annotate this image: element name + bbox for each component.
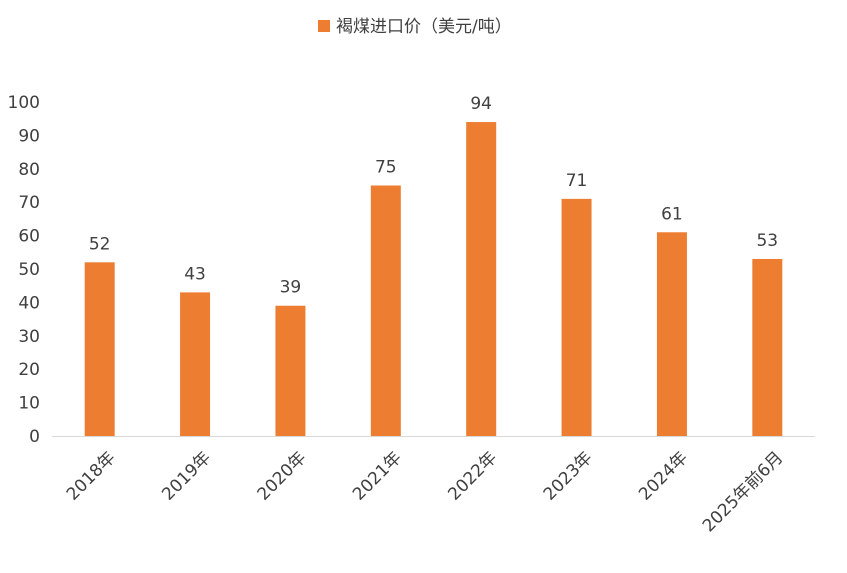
data-label: 39: [280, 278, 302, 298]
data-label: 75: [375, 158, 397, 178]
y-tick-label: 60: [18, 227, 40, 247]
x-tick-label: 2020年: [254, 448, 311, 505]
bar: [752, 258, 783, 436]
bar: [466, 122, 497, 436]
bar: [275, 305, 306, 436]
data-label: 43: [184, 264, 206, 284]
bar: [561, 198, 592, 436]
bar: [180, 292, 211, 436]
data-labels: 52 43 39 75 94 71 61 53: [89, 94, 778, 298]
y-tick-label: 50: [18, 260, 40, 280]
y-axis: 0 10 20 30 40 50 60 70 80 90 100: [8, 93, 40, 447]
y-tick-label: 30: [18, 327, 40, 347]
legend: 褐煤进口价（美元/吨）: [318, 17, 512, 37]
y-tick-label: 20: [18, 360, 40, 380]
x-axis: 2018年 2019年 2020年 2021年 2022年 2023年 2024年 2025年…: [63, 448, 787, 536]
bar: [84, 262, 115, 436]
y-tick-label: 40: [18, 293, 40, 313]
bar: [656, 232, 687, 436]
y-tick-label: 90: [18, 126, 40, 146]
x-tick-label: 2021年: [349, 448, 406, 505]
x-tick-label: 2025年前6月: [699, 448, 787, 536]
data-label: 94: [470, 94, 492, 114]
data-label: 53: [756, 231, 778, 251]
y-tick-label: 80: [18, 160, 40, 180]
bars: [84, 122, 783, 436]
legend-label: 褐煤进口价（美元/吨）: [336, 17, 512, 37]
x-tick-label: 2018年: [63, 448, 120, 505]
y-tick-label: 70: [18, 193, 40, 213]
x-tick-label: 2024年: [635, 448, 692, 505]
y-tick-label: 0: [29, 427, 40, 447]
x-tick-label: 2019年: [158, 448, 215, 505]
x-tick-label: 2023年: [540, 448, 597, 505]
y-tick-label: 100: [8, 93, 40, 113]
legend-swatch: [318, 20, 330, 32]
data-label: 71: [566, 171, 588, 191]
y-tick-label: 10: [18, 394, 40, 414]
data-label: 52: [89, 234, 111, 254]
x-tick-label: 2022年: [444, 448, 501, 505]
data-label: 61: [661, 204, 683, 224]
bar: [370, 185, 401, 436]
